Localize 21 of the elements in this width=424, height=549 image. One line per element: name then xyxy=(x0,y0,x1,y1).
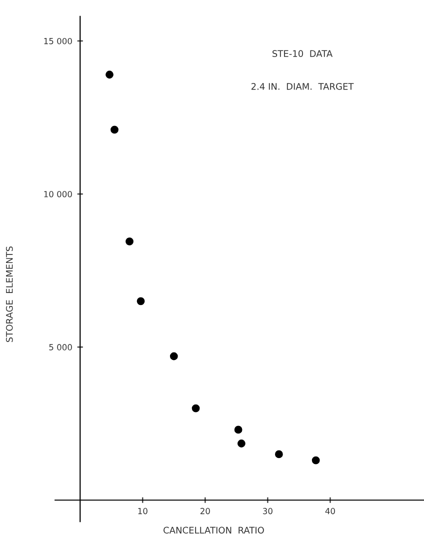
y-tick-label: 15 000 xyxy=(44,38,72,44)
x-axis-title: CANCELLATION RATIO xyxy=(164,526,264,534)
point xyxy=(136,297,145,306)
point xyxy=(126,238,134,246)
point xyxy=(237,440,246,448)
x-tick-label: 10 xyxy=(138,508,148,514)
point xyxy=(170,352,178,360)
y-tick-label: 5 000 xyxy=(49,344,72,350)
y-tick-label: 10 000 xyxy=(44,190,72,198)
x-tick-label: 20 xyxy=(200,508,210,514)
point xyxy=(106,70,114,79)
annotation: STE-10 DATA xyxy=(272,50,333,58)
x-tick-label: 40 xyxy=(325,508,335,514)
point xyxy=(192,404,200,412)
point xyxy=(312,456,320,464)
annotation: 2.4 IN. DIAM. TARGET xyxy=(251,83,354,90)
point xyxy=(234,426,242,434)
point xyxy=(110,126,118,134)
point xyxy=(274,450,283,458)
y-axis-title: STORAGE ELEMENTS xyxy=(6,246,13,342)
x-tick-label: 30 xyxy=(263,508,272,514)
